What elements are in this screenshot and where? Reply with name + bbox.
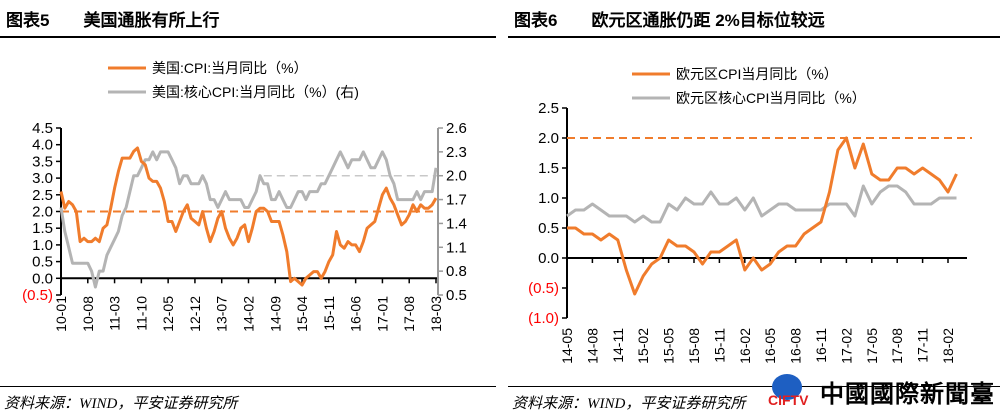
y-tick-label: 0.0 [538,250,559,267]
divider [0,386,496,387]
x-tick-label: 15-11 [321,296,337,331]
x-tick-label: 18-02 [940,328,956,364]
divider [0,36,496,38]
y-tick-label: 4.0 [32,137,53,154]
y-tick-label: 4.5 [32,120,53,137]
legend-label: 美国:CPI:当月同比（%） [152,60,308,76]
x-tick-label: 10-01 [53,296,69,332]
source-note: 资料来源：WIND，平安证券研究所 [512,396,746,412]
x-tick-label: 10-08 [80,296,96,332]
y-tick-label: 0.0 [32,270,53,287]
x-tick-label: 16-11 [813,328,829,363]
x-tick-label: 17-01 [374,296,390,332]
y-tick-label: (0.5) [22,287,53,304]
globe-icon [772,374,802,400]
series-line [59,146,438,287]
series-line [59,150,438,289]
series-line [566,184,957,224]
source-note: 资料来源：WIND，平安证券研究所 [4,396,238,412]
x-tick-label: 14-05 [559,328,575,364]
y-right-tick-label: 1.4 [446,215,467,232]
y-tick-label: (0.5) [528,280,559,297]
figure-title: 图表6 欧元区通胀仍距 2%目标位较远 [514,6,825,31]
y-tick-label: 0.5 [32,254,53,271]
x-tick-label: 17-02 [838,328,854,364]
x-tick-label: 16-02 [737,328,753,364]
legend-label: 欧元区核心CPI当月同比（%） [676,90,866,106]
y-tick-label: 3.0 [32,170,53,187]
divider [508,386,1000,387]
x-tick-label: 14-02 [241,296,257,332]
x-tick-label: 14-08 [584,328,600,364]
y-tick-label: (1.0) [528,310,559,327]
x-tick-label: 11-03 [107,296,123,331]
x-tick-label: 16-06 [348,296,364,332]
watermark-brand: CIFTV [768,392,809,408]
x-tick-label: 11-10 [133,296,149,331]
y-right-tick-label: 2.6 [446,120,467,137]
x-tick-label: 17-08 [889,328,905,364]
y-tick-label: 1.0 [32,237,53,254]
watermark-name: 中國國際新聞臺 [820,381,995,408]
x-tick-label: 13-07 [214,296,230,332]
x-tick-label: 17-08 [401,296,417,332]
legend-label: 美国:核心CPI:当月同比（%）(右) [152,84,359,100]
x-tick-label: 12-12 [187,296,203,332]
y-right-tick-label: 1.7 [446,192,467,209]
figure-title-text: 美国通胀有所上行 [83,11,220,30]
x-tick-label: 15-02 [635,328,651,364]
y-tick-label: 2.0 [32,204,53,221]
x-tick-label: 15-11 [711,328,727,363]
y-tick-label: 1.5 [32,220,53,237]
figure-title-text: 欧元区通胀仍距 2%目标位较远 [591,11,825,30]
x-tick-label: 15-04 [294,296,310,332]
x-tick-label: 16-08 [788,328,804,364]
y-right-tick-label: 1.1 [446,239,467,256]
y-tick-label: 2.5 [32,187,53,204]
chart-panel-us: 图表5 美国通胀有所上行 资料来源：WIND，平安证券研究所 [0,0,496,419]
y-tick-label: 0.5 [538,220,559,237]
y-right-tick-label: 2.3 [446,144,467,161]
figure-number: 图表6 [514,11,558,30]
y-tick-label: 1.0 [538,190,559,207]
series-line [567,136,958,296]
x-tick-label: 18-03 [428,296,444,332]
x-tick-label: 15-08 [686,328,702,364]
x-tick-label: 16-05 [762,328,778,364]
figure-number: 图表5 [6,11,50,30]
x-tick-label: 14-11 [610,328,626,363]
figure-title: 图表5 美国通胀有所上行 [6,6,219,31]
x-tick-label: 17-05 [864,328,880,364]
y-right-tick-label: 0.8 [446,263,467,280]
x-tick-label: 15-05 [661,328,677,364]
divider [508,36,1000,38]
x-tick-label: 12-05 [160,296,176,332]
y-tick-label: 1.5 [538,160,559,177]
x-tick-label: 17-11 [915,328,931,363]
y-tick-label: 3.5 [32,153,53,170]
y-right-tick-label: 0.5 [446,287,467,304]
y-tick-label: 2.5 [538,100,559,117]
y-tick-label: 2.0 [538,130,559,147]
chart-panel-euro: 图表6 欧元区通胀仍距 2%目标位较远 资料来源：WIND，平安证券研究所 [508,0,1000,419]
y-right-tick-label: 2.0 [446,168,467,185]
x-tick-label: 14-09 [267,296,283,332]
legend-label: 欧元区CPI当月同比（%） [676,66,838,82]
